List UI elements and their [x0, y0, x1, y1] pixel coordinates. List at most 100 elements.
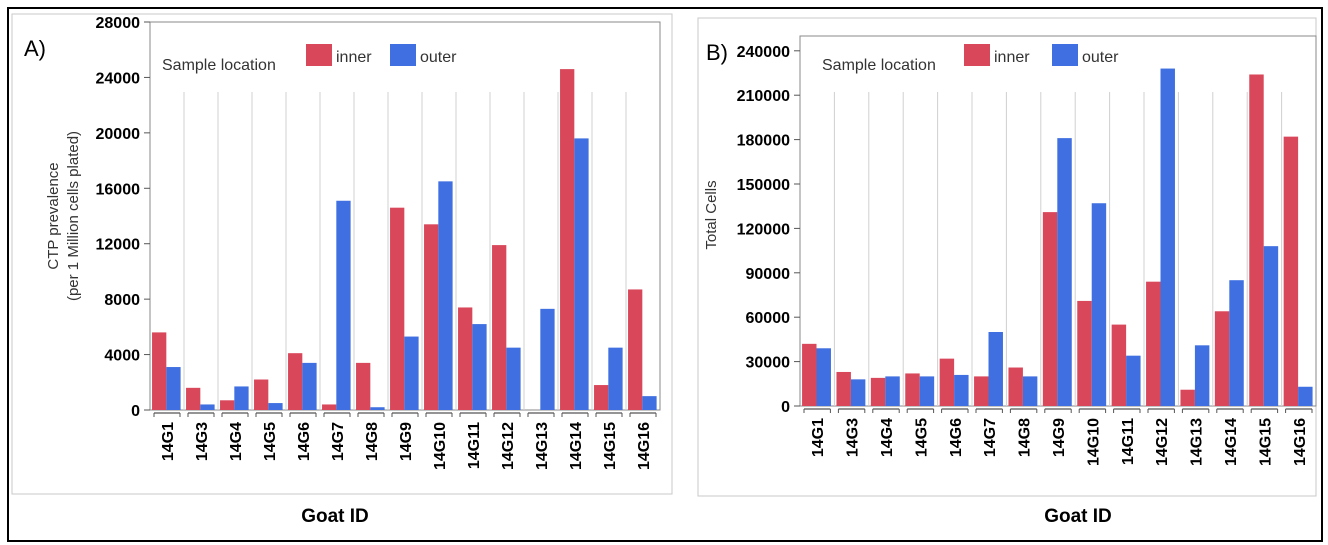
x-tick-label: 14G1 — [810, 418, 827, 457]
bar-inner-14G11 — [1111, 324, 1127, 406]
x-tick-label: 14G7 — [982, 418, 999, 457]
x-tick-label: 14G12 — [500, 422, 517, 470]
bar-outer-14G11 — [472, 324, 487, 410]
bar-inner-14G9 — [1042, 212, 1058, 406]
bar-outer-14G16 — [1298, 386, 1313, 406]
x-tick-label: 14G12 — [1154, 418, 1171, 466]
x-tick-label: 14G16 — [636, 422, 653, 470]
panel-a-grid — [183, 92, 627, 410]
bar-inner-14G15 — [1249, 74, 1264, 406]
panel-a: A) 0 4000 8000 12000 16000 20000 24000 28000 14… — [11, 13, 673, 527]
panel-b-legend: Sample location inner outer — [822, 44, 1119, 74]
y-tick-label: 0 — [781, 399, 790, 416]
panel-b-xlabel: Goat ID — [1044, 506, 1112, 527]
x-tick-label: 14G10 — [432, 422, 449, 470]
x-tick-label: 14G10 — [1085, 418, 1102, 466]
bar-inner-14G8 — [356, 362, 371, 410]
x-tick-label: 14G14 — [1223, 418, 1240, 466]
bar-outer-14G15 — [1263, 246, 1279, 406]
x-tick-label: 14G9 — [1051, 418, 1068, 457]
bar-outer-14G3 — [850, 379, 866, 406]
bar-outer-14G5 — [268, 403, 283, 410]
bar-outer-14G10 — [1091, 203, 1107, 406]
bar-outer-14G12 — [506, 347, 521, 410]
bar-inner-14G1 — [802, 343, 817, 406]
bar-inner-14G9 — [390, 207, 405, 410]
bar-inner-14G5 — [254, 379, 269, 410]
bar-inner-14G4 — [220, 400, 235, 410]
bar-outer-14G15 — [608, 347, 623, 410]
bar-inner-14G12 — [492, 245, 507, 410]
panel-a-ylabel-line2: (per 1 Million cells plated) — [65, 131, 82, 301]
bar-inner-14G12 — [1146, 281, 1161, 406]
x-tick-label: 14G7 — [330, 422, 347, 461]
bar-outer-14G5 — [919, 376, 935, 406]
panel-b-bars — [802, 68, 1313, 406]
x-tick-label: 14G15 — [1257, 418, 1274, 466]
x-tick-label: 14G14 — [568, 422, 585, 470]
bar-outer-14G3 — [200, 404, 215, 410]
x-tick-label: 14G6 — [948, 418, 965, 457]
bar-outer-14G13 — [1194, 345, 1210, 406]
bar-inner-14G16 — [1283, 136, 1299, 406]
panel-b-legend-label-outer: outer — [1082, 49, 1119, 66]
bar-outer-14G6 — [302, 362, 317, 410]
bar-inner-14G10 — [424, 224, 439, 410]
x-tick-label: 14G9 — [398, 422, 415, 461]
bar-inner-14G3 — [836, 371, 851, 406]
bar-inner-14G7 — [974, 376, 989, 406]
bar-inner-14G7 — [322, 404, 337, 410]
y-tick-label: 240000 — [737, 44, 790, 61]
bar-outer-14G9 — [404, 336, 419, 410]
panel-b-x-ticks: 14G1 14G3 14G4 14G5 14G6 14G7 14G8 14G9 14G10 14G… — [803, 408, 1313, 466]
panel-a-xlabel: Goat ID — [301, 506, 369, 527]
x-tick-label: 14G4 — [879, 418, 896, 457]
bar-outer-14G4 — [885, 376, 900, 406]
bar-outer-14G7 — [336, 200, 351, 410]
bar-inner-14G5 — [905, 373, 920, 406]
bar-outer-14G13 — [540, 308, 555, 410]
bar-inner-14G11 — [458, 307, 473, 410]
panel-b-legend-swatch-outer — [1052, 44, 1078, 66]
bar-outer-14G10 — [438, 181, 453, 410]
panel-a-bars — [152, 69, 657, 410]
x-tick-label: 14G1 — [160, 422, 177, 461]
bar-outer-14G14 — [1229, 280, 1244, 406]
bar-outer-14G1 — [816, 348, 831, 406]
bar-inner-14G1 — [152, 332, 167, 410]
y-tick-label: 60000 — [746, 310, 791, 327]
x-tick-label: 14G15 — [602, 422, 619, 470]
y-tick-label: 180000 — [737, 133, 790, 150]
bar-inner-14G15 — [594, 385, 609, 410]
y-tick-label: 90000 — [746, 266, 791, 283]
bar-outer-14G4 — [234, 386, 249, 410]
panel-a-x-ticks: 14G1 14G3 14G4 14G5 14G6 14G7 14G8 14G9 14G10 14G… — [153, 412, 657, 470]
y-tick-label: 30000 — [746, 355, 791, 372]
x-tick-label: 14G3 — [194, 422, 211, 461]
y-tick-label: 210000 — [737, 88, 790, 105]
panel-b-legend-title: Sample location — [822, 57, 936, 74]
x-tick-label: 14G4 — [228, 422, 245, 461]
bar-outer-14G16 — [642, 396, 657, 410]
y-tick-label: 4000 — [104, 348, 140, 365]
panel-a-legend-label-inner: inner — [336, 49, 372, 66]
bar-outer-14G11 — [1126, 355, 1141, 406]
panel-b: B) 0 30000 60000 90000 120000 150000 180000 210… — [697, 17, 1317, 527]
bar-outer-14G9 — [1057, 138, 1072, 406]
bar-outer-14G14 — [574, 138, 589, 410]
x-tick-label: 14G11 — [1120, 418, 1137, 465]
panel-a-y-ticks: 0 4000 8000 12000 16000 20000 24000 28000 — [96, 15, 150, 420]
bar-inner-14G6 — [288, 353, 303, 410]
x-tick-label: 14G8 — [364, 422, 381, 461]
panel-a-legend-swatch-outer — [390, 44, 416, 66]
bar-inner-14G4 — [870, 377, 886, 406]
bar-inner-14G14 — [560, 69, 575, 410]
x-tick-label: 14G13 — [1189, 418, 1206, 466]
x-tick-label: 14G13 — [534, 422, 551, 470]
bar-inner-14G6 — [939, 358, 955, 406]
y-tick-label: 12000 — [96, 237, 141, 254]
y-tick-label: 28000 — [96, 15, 141, 32]
x-tick-label: 14G5 — [262, 422, 279, 461]
y-tick-label: 0 — [131, 403, 140, 420]
y-tick-label: 8000 — [104, 292, 140, 309]
